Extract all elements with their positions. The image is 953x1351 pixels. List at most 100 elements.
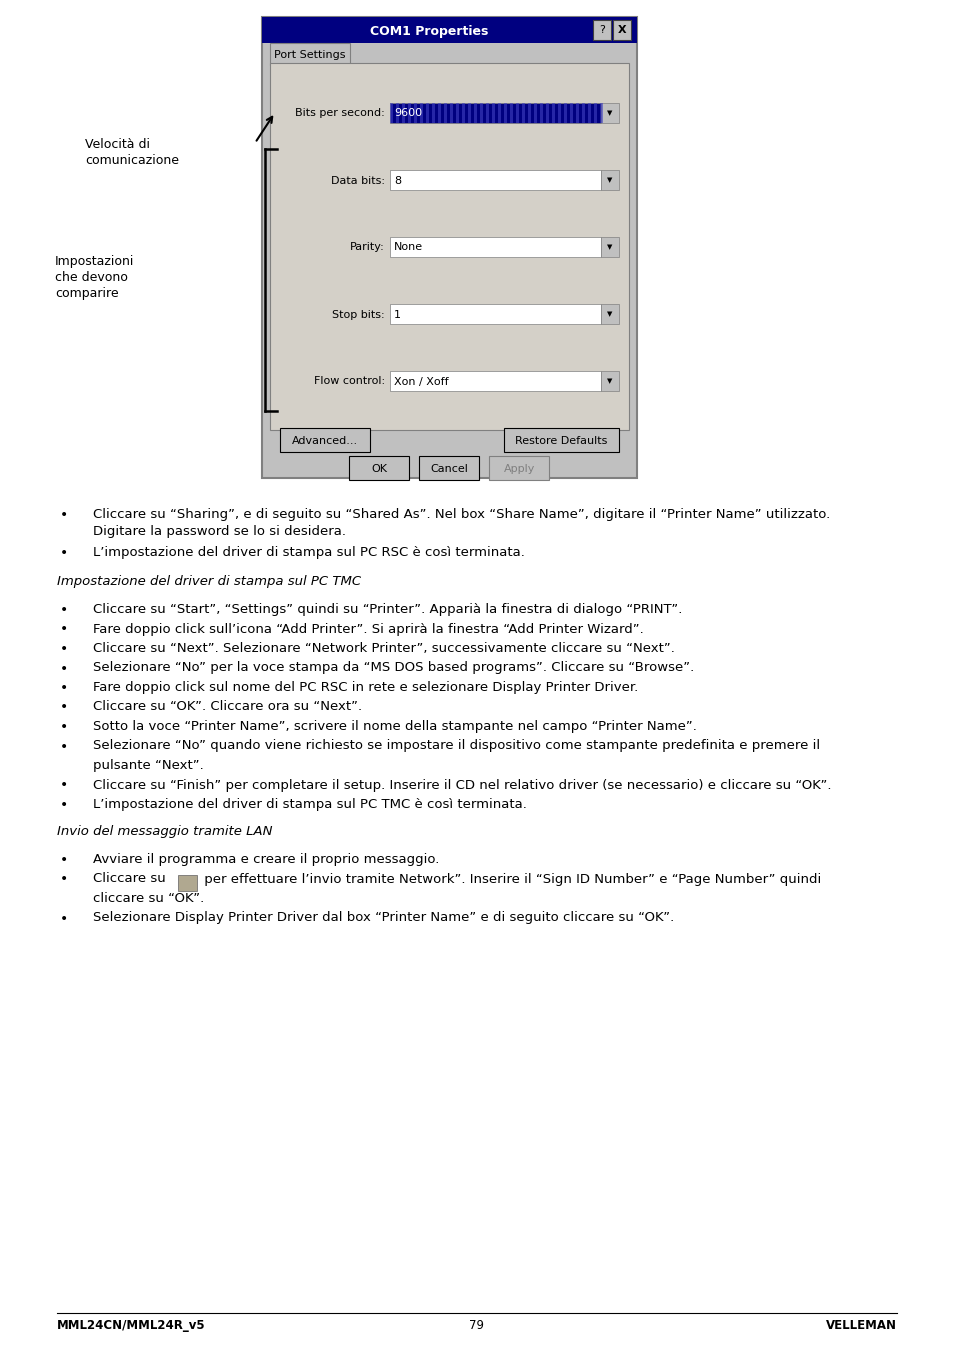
Text: Impostazione del driver di stampa sul PC TMC: Impostazione del driver di stampa sul PC… [57,576,361,589]
Bar [552,103,555,123]
Bar [600,370,618,390]
Bar [594,103,597,123]
Text: Cliccare su “Start”, “Settings” quindi su “Printer”. Apparià la finestra di dial: Cliccare su “Start”, “Settings” quindi s… [92,603,681,616]
Text: Advanced...: Advanced... [292,436,357,446]
Bar [419,103,422,123]
Bar [593,20,610,41]
Bar [581,103,584,123]
Bar [390,370,600,390]
Bar [497,103,500,123]
Text: •: • [60,546,69,561]
Bar [262,18,637,43]
Text: pulsante “Next”.: pulsante “Next”. [92,759,204,771]
Text: Impostazioni: Impostazioni [55,255,134,267]
Text: Sotto la voce “Printer Name”, scrivere il nome della stampante nel campo “Printe: Sotto la voce “Printer Name”, scrivere i… [92,720,696,734]
Text: •: • [60,508,69,521]
Text: Parity:: Parity: [350,242,385,253]
Text: •: • [60,623,69,636]
Text: Cancel: Cancel [430,463,468,474]
Bar [558,103,560,123]
Bar [600,236,618,257]
Bar [280,428,370,453]
Text: Cliccare su “OK”. Cliccare ora su “Next”.: Cliccare su “OK”. Cliccare ora su “Next”… [92,701,362,713]
Text: L’impostazione del driver di stampa sul PC TMC è così terminata.: L’impostazione del driver di stampa sul … [92,798,526,811]
Bar [401,103,405,123]
Bar [613,20,630,41]
Text: Selezionare “No” quando viene richiesto se impostare il dispositivo come stampan: Selezionare “No” quando viene richiesto … [92,739,820,753]
Text: Restore Defaults: Restore Defaults [515,436,607,446]
Text: Cliccare su: Cliccare su [92,873,170,885]
Bar [461,103,464,123]
Text: Fare doppio click sul nome del PC RSC in rete e selezionare Display Printer Driv: Fare doppio click sul nome del PC RSC in… [92,681,638,694]
Bar [521,103,524,123]
Bar [408,103,411,123]
Text: Xon / Xoff: Xon / Xoff [394,377,448,386]
Bar [437,103,440,123]
Bar [485,103,489,123]
Bar [178,874,196,890]
Text: •: • [60,778,69,793]
Bar [569,103,573,123]
Text: ▼: ▼ [607,378,612,385]
Text: VELLEMAN: VELLEMAN [825,1319,896,1332]
Bar [600,169,618,189]
Text: Port Settings: Port Settings [274,50,345,59]
Bar [492,103,495,123]
Bar [545,103,548,123]
Bar [419,457,479,480]
Bar [600,304,618,323]
Bar [450,103,453,123]
Bar [527,103,531,123]
Text: Apply: Apply [503,463,535,474]
Text: Avviare il programma e creare il proprio messaggio.: Avviare il programma e creare il proprio… [92,852,439,866]
Text: Cliccare su “Sharing”, e di seguito su “Shared As”. Nel box “Share Name”, digita: Cliccare su “Sharing”, e di seguito su “… [92,508,829,521]
Bar [468,103,471,123]
Text: •: • [60,681,69,694]
Text: Cliccare su “Finish” per completare il setup. Inserire il CD nel relativo driver: Cliccare su “Finish” per completare il s… [92,778,831,792]
Text: ▼: ▼ [607,111,612,116]
Bar [426,103,429,123]
Bar [349,457,409,480]
Bar [489,457,549,480]
Bar [443,103,447,123]
Bar [432,103,435,123]
Text: 8: 8 [394,176,400,185]
Bar [516,103,518,123]
Text: •: • [60,873,69,886]
Bar [503,428,618,453]
Text: •: • [60,642,69,657]
Bar [270,43,350,65]
Text: OK: OK [371,463,387,474]
Text: •: • [60,852,69,867]
Bar [479,103,482,123]
Bar [270,63,628,430]
Text: Digitare la password se lo si desidera.: Digitare la password se lo si desidera. [92,526,346,539]
Text: •: • [60,603,69,617]
Bar [599,103,602,123]
Bar [390,236,600,257]
Text: ▼: ▼ [607,245,612,250]
Bar [576,103,578,123]
Text: che devono: che devono [55,272,128,284]
Text: 9600: 9600 [394,108,421,119]
Text: Data bits:: Data bits: [331,176,385,185]
Text: comunicazione: comunicazione [85,154,179,168]
Text: Bits per second:: Bits per second: [294,108,385,119]
Bar [563,103,566,123]
Text: None: None [394,242,423,253]
Bar [390,304,600,323]
Text: 79: 79 [469,1319,484,1332]
Bar [414,103,416,123]
Text: ▼: ▼ [607,312,612,317]
Bar [539,103,542,123]
Text: 1: 1 [394,309,400,319]
Text: L’impostazione del driver di stampa sul PC RSC è così terminata.: L’impostazione del driver di stampa sul … [92,546,524,559]
Text: COM1 Properties: COM1 Properties [370,24,488,38]
Text: •: • [60,701,69,715]
Text: ?: ? [598,26,604,35]
Bar [456,103,458,123]
Text: Stop bits:: Stop bits: [332,309,385,319]
Bar [390,103,393,123]
Text: Fare doppio click sull’icona “Add Printer”. Si aprirà la finestra “Add Printer W: Fare doppio click sull’icona “Add Printe… [92,623,643,635]
Bar [600,103,618,123]
